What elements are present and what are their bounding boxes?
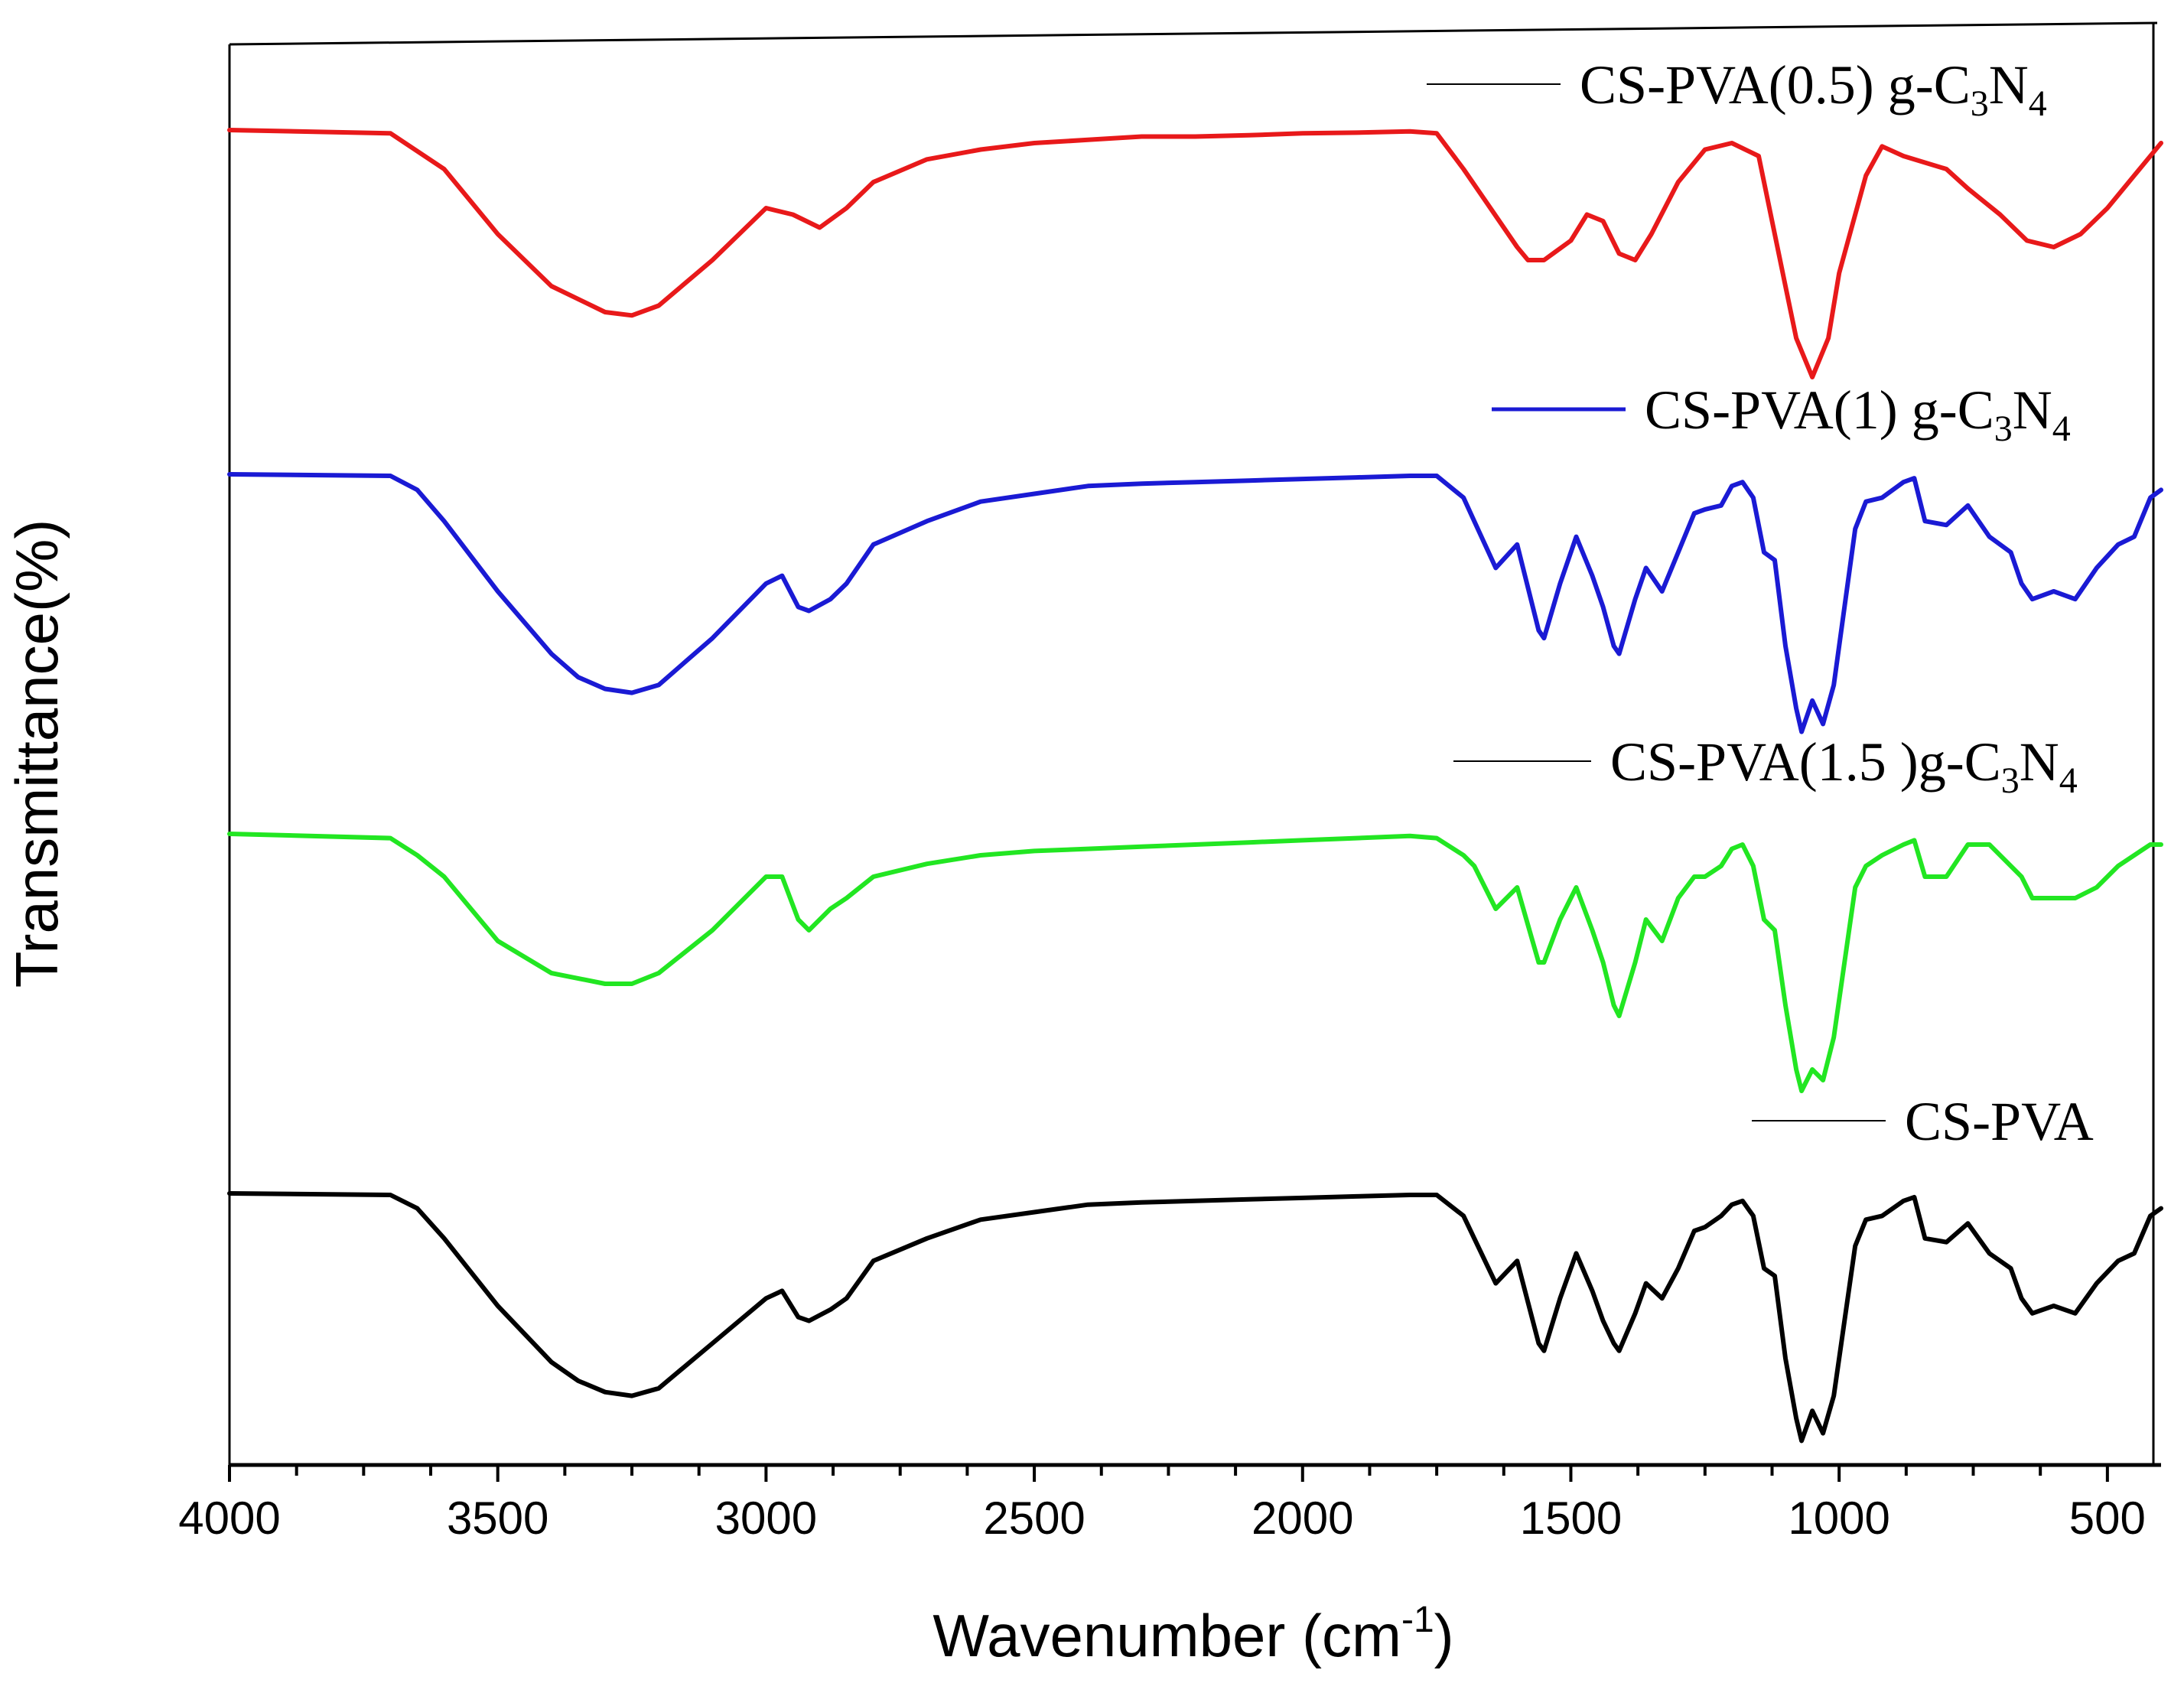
series-layer — [227, 128, 2163, 1444]
legend-label-2: CS-PVA(1.5 )g-C3N4 — [1610, 731, 2078, 801]
legend-label-1: CS-PVA(1) g-C3N4 — [1645, 379, 2071, 449]
x-tick-label: 1000 — [1788, 1493, 1889, 1544]
x-tick-label: 3500 — [447, 1493, 548, 1544]
x-tick-label: 2500 — [983, 1493, 1085, 1544]
x-tick-label: 4000 — [178, 1493, 280, 1544]
x-ticks: 4000 3500 3000 2500 2000 1500 1000 500 — [178, 1465, 2146, 1544]
legend: CS-PVA(0.5) g-C3N4 CS-PVA(1) g-C3N4 CS-PVA… — [1427, 54, 2094, 1152]
series-line-0 — [227, 128, 2163, 379]
legend-label-3: CS-PVA — [1905, 1091, 2094, 1152]
x-tick-label: 2000 — [1251, 1493, 1353, 1544]
y-axis-title: Transmittance(%) — [3, 519, 70, 988]
series-line-2 — [227, 832, 2163, 1093]
x-tick-label: 1500 — [1520, 1493, 1622, 1544]
x-tick-label: 500 — [2069, 1493, 2146, 1544]
series-line-1 — [227, 472, 2163, 734]
x-tick-label: 3000 — [715, 1493, 817, 1544]
series-line-3 — [227, 1191, 2163, 1444]
legend-label-0: CS-PVA(0.5) g-C3N4 — [1580, 54, 2047, 124]
x-axis-title: Wavenumber (cm-1) — [933, 1600, 1453, 1669]
top-frame-line — [229, 21, 2158, 46]
